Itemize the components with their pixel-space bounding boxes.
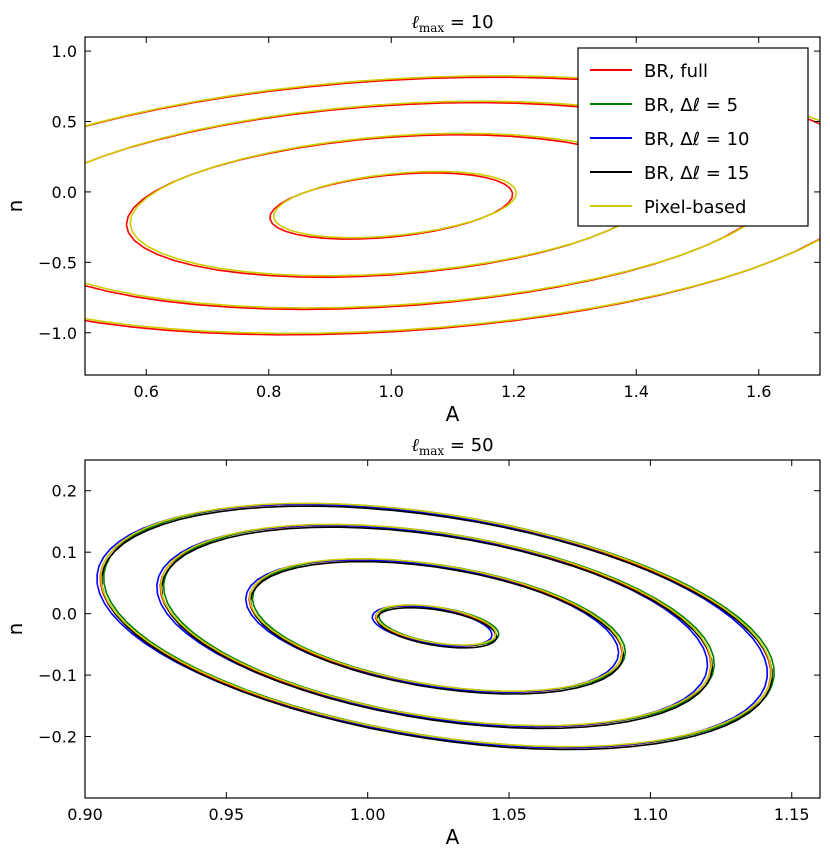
contour-br-full-level-3 xyxy=(159,524,712,728)
contour-pixel-based-level-4 xyxy=(85,75,820,335)
legend: BR, full BR, Δℓ = 5 BR, Δℓ = 10 BR, Δℓ = 15… xyxy=(577,47,809,227)
title-value: = 50 xyxy=(444,435,493,456)
y-axis-label: n xyxy=(3,623,27,636)
y-tick-label: 1.0 xyxy=(52,42,77,61)
x-tick-label: 1.10 xyxy=(633,805,669,824)
contour-br-full-level-4 xyxy=(85,76,820,336)
x-tick-label: 1.4 xyxy=(624,382,649,401)
contour-br-5-level-3 xyxy=(162,523,716,727)
y-tick-label: 0.2 xyxy=(52,482,77,501)
x-tick-label: 1.15 xyxy=(774,805,810,824)
contour-br-5-level-4 xyxy=(103,502,775,748)
contour-br-full-level-4 xyxy=(99,503,772,749)
legend-label: BR, Δℓ = 15 xyxy=(644,163,749,184)
y-tick-label: −0.5 xyxy=(38,253,77,272)
contour-pixel-based-level-1 xyxy=(272,170,518,239)
x-axis-label: A xyxy=(446,825,460,849)
contour-pixel-based-level-2 xyxy=(248,557,624,693)
contour-br-10-level-2 xyxy=(244,558,620,693)
contour-br-15-level-3 xyxy=(160,526,714,730)
contour-br-full-level-1 xyxy=(374,605,497,647)
y-tick-label: 0.5 xyxy=(52,113,77,132)
plot-frame xyxy=(84,36,821,376)
panel-2: ℓmax = 50 0.90 0.95 1.00 1.05 1.10 1.15 −0.2 −0.… xyxy=(3,435,821,849)
contour-br-5-level-2 xyxy=(251,558,627,693)
contour-pixel-based-level-4 xyxy=(100,502,773,748)
contour-br-15-level-1 xyxy=(376,606,498,649)
y-tick-label: 0.0 xyxy=(52,183,77,202)
contour-br-full-level-1 xyxy=(269,172,514,240)
x-tick-label: 1.0 xyxy=(379,382,404,401)
contour-br-15-level-2 xyxy=(249,560,625,695)
legend-label: BR, Δℓ = 10 xyxy=(644,129,749,150)
title-value: = 10 xyxy=(444,12,493,33)
contour-pixel-based-level-3 xyxy=(160,523,713,727)
y-tick-label: −0.1 xyxy=(38,666,77,685)
x-axis-label: A xyxy=(446,402,460,426)
y-tick-label: 0.1 xyxy=(52,543,77,562)
chart-title: ℓmax = 10 xyxy=(411,12,493,35)
x-tick-label: 0.6 xyxy=(134,382,159,401)
x-tick-label: 1.2 xyxy=(501,382,526,401)
contour-br-10-level-3 xyxy=(156,524,709,728)
legend-label: BR, Δℓ = 5 xyxy=(644,95,738,116)
contour-group xyxy=(96,502,775,751)
x-tick-label: 0.8 xyxy=(256,382,281,401)
contour-pixel-based-level-1 xyxy=(375,604,497,646)
y-tick-label: 0.0 xyxy=(52,605,77,624)
panel-1: ℓmax = 10 0.6 0.8 1.0 1.2 1.4 1.6 −1.0 −0.5 0.0 0.… xyxy=(3,12,821,426)
x-tick-label: 0.95 xyxy=(209,805,245,824)
legend-label: Pixel-based xyxy=(644,197,746,218)
contour-br-full-level-2 xyxy=(248,558,623,693)
chart-title: ℓmax = 50 xyxy=(411,435,493,458)
x-tick-label: 1.00 xyxy=(350,805,386,824)
x-tick-label: 1.05 xyxy=(491,805,527,824)
plot-frame xyxy=(84,459,821,799)
title-ell: ℓ xyxy=(411,12,419,33)
x-tick-label: 0.90 xyxy=(67,805,103,824)
title-subscript: max xyxy=(419,21,445,35)
x-tick-label: 1.6 xyxy=(746,382,771,401)
title-subscript: max xyxy=(419,444,445,458)
contour-br-full-level-2 xyxy=(125,133,657,279)
contour-br-5-level-1 xyxy=(378,604,500,647)
contour-br-10-level-1 xyxy=(371,605,493,647)
y-tick-label: −1.0 xyxy=(38,324,77,343)
y-axis-label: n xyxy=(3,200,27,213)
legend-label: BR, full xyxy=(644,61,708,82)
contour-br-15-level-4 xyxy=(101,505,773,751)
title-ell: ℓ xyxy=(411,435,419,456)
y-tick-label: −0.2 xyxy=(38,728,77,747)
